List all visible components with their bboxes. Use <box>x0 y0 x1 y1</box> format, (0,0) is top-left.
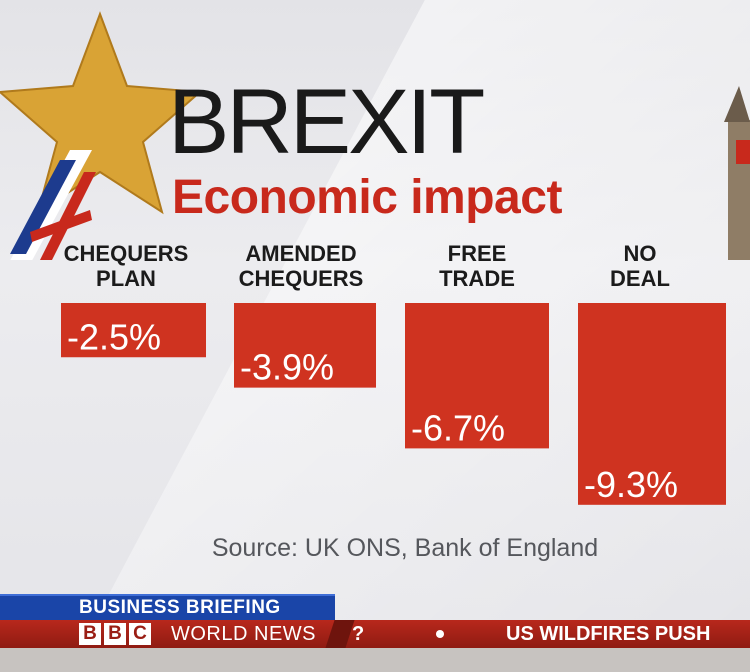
bar-0 <box>61 303 206 358</box>
channel-divider <box>325 620 355 648</box>
bbc-logo-letter: C <box>129 623 151 645</box>
category-label: TRADE <box>439 266 515 291</box>
bar-1 <box>234 303 376 388</box>
section-strip: BUSINESS BRIEFING <box>0 594 335 620</box>
section-label: BUSINESS BRIEFING <box>79 597 281 618</box>
bullet-icon <box>436 630 444 638</box>
bar-value-label: -6.7% <box>411 407 505 448</box>
bar-value-label: -2.5% <box>67 316 161 357</box>
category-label: AMENDED <box>245 241 356 266</box>
gold-star-icon <box>0 11 203 215</box>
page-title: BREXIT <box>168 71 485 173</box>
bar-3 <box>578 303 726 505</box>
bbc-logo: B B C <box>79 623 151 645</box>
bar-value-label: -3.9% <box>240 347 334 388</box>
bar-value-label: -9.3% <box>584 464 678 505</box>
tower-icon <box>724 86 750 260</box>
bbc-logo-letter: B <box>104 623 126 645</box>
ticker-headline: US WILDFIRES PUSH <box>506 623 711 645</box>
category-label: PLAN <box>96 266 156 291</box>
bar-chart: -2.5%CHEQUERSPLAN-3.9%AMENDEDCHEQUERS-6.… <box>61 241 726 505</box>
channel-name: WORLD NEWS <box>171 623 316 645</box>
bbc-logo-letter: B <box>79 623 101 645</box>
source-note: Source: UK ONS, Bank of England <box>211 534 599 562</box>
news-strip: B B C WORLD NEWS ? US WILDFIRES PUSH <box>0 620 750 648</box>
union-flag-icon <box>10 150 96 260</box>
category-label: NO <box>624 241 657 266</box>
category-label: DEAL <box>610 266 670 291</box>
bottom-band <box>0 648 750 672</box>
category-label: CHEQUERS <box>64 241 189 266</box>
category-label: CHEQUERS <box>239 266 364 291</box>
category-label: FREE <box>448 241 507 266</box>
page-subtitle: Economic impact <box>172 171 562 224</box>
news-ticker: BUSINESS BRIEFING B B C WORLD NEWS ? US … <box>0 590 750 672</box>
ticker-fragment: ? <box>352 623 365 645</box>
brand-graphic <box>0 11 750 260</box>
bar-2 <box>405 303 549 449</box>
